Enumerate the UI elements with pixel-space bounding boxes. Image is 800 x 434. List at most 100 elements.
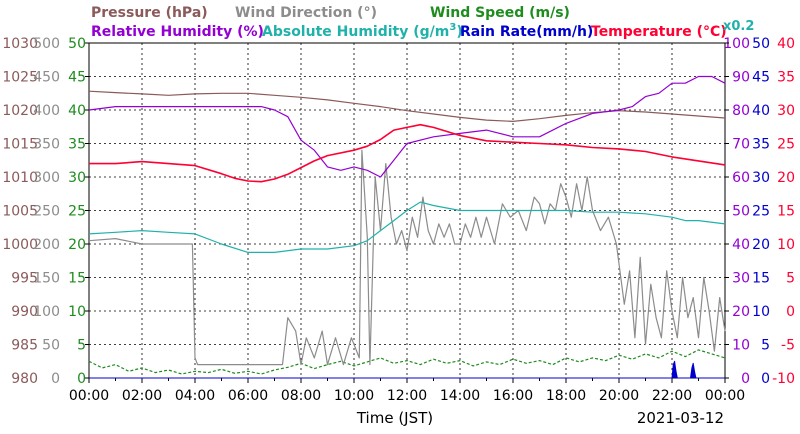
y-tick-label-rain: 25 <box>752 204 770 220</box>
y-tick-label-wind_dir: 350 <box>33 137 60 153</box>
y-tick-label-rain: 40 <box>752 103 770 119</box>
x-tick-label: 14:00 <box>440 388 480 404</box>
y-tick-label-wind_dir: 400 <box>33 103 60 119</box>
y-tick-label-humidity: 0 <box>741 371 750 387</box>
legend-row-1: Pressure (hPa) Wind Direction (°) Wind S… <box>91 5 570 21</box>
y-tick-label-pressure: 1010 <box>2 170 38 186</box>
y-tick-label-pressure: 1015 <box>2 137 38 153</box>
y-tick-label-wind_dir: 50 <box>42 338 60 354</box>
y-tick-label-rain: 45 <box>752 70 770 86</box>
y-tick-label-pressure: 1020 <box>2 103 38 119</box>
legend-relative-humidity: Relative Humidity (%) <box>91 24 264 40</box>
y-tick-label-rain: 0 <box>761 371 770 387</box>
x-tick-label: 00:00 <box>705 388 745 404</box>
y-tick-label-wind_dir: 500 <box>33 36 60 52</box>
y-tick-label-temperature: 35 <box>777 70 795 86</box>
series-line-pressure <box>88 90 726 122</box>
y-tick-label-humidity: 60 <box>732 170 750 186</box>
y-tick-label-temperature: 30 <box>777 103 795 119</box>
series-line-wind-dir <box>88 149 726 366</box>
y-tick-label-pressure: 1000 <box>2 237 38 253</box>
y-tick-label-wind_dir: 250 <box>33 204 60 220</box>
grid-lines <box>89 43 725 378</box>
y-tick-label-wind_dir: 100 <box>33 304 60 320</box>
legend-pressure: Pressure (hPa) <box>91 5 208 21</box>
y-tick-label-humidity: 90 <box>732 70 750 86</box>
y-tick-label-pressure: 1025 <box>2 70 38 86</box>
x-tick-label: 08:00 <box>281 388 321 404</box>
y-tick-label-temperature: 40 <box>777 36 795 52</box>
y-tick-label-pressure: 1030 <box>2 36 38 52</box>
y-tick-label-wind_speed: 10 <box>68 304 86 320</box>
series-layer <box>88 75 726 379</box>
date-label: 2021-03-12 <box>637 409 724 427</box>
y-tick-label-rain: 5 <box>761 338 770 354</box>
series-line-rain <box>89 360 725 379</box>
x-axis-label: Time (JST) <box>356 409 433 427</box>
x-tick-label: 10:00 <box>334 388 374 404</box>
y-tick-label-wind_speed: 20 <box>68 237 86 253</box>
series-line-abs-humidity <box>88 201 726 253</box>
y-tick-label-wind_speed: 5 <box>77 338 86 354</box>
x-tick-label: 12:00 <box>387 388 427 404</box>
y-axes: 1030102510201015101010051000995990985980… <box>2 36 795 387</box>
x-tick-label: 06:00 <box>228 388 268 404</box>
y-tick-label-humidity: 50 <box>732 204 750 220</box>
y-tick-label-humidity: 10 <box>732 338 750 354</box>
y-tick-label-wind_speed: 25 <box>68 204 86 220</box>
legend-absolute-humidity: Absolute Humidity (g/m3) <box>262 22 463 40</box>
legend-wind-speed: Wind Speed (m/s) <box>430 5 570 21</box>
y-tick-label-temperature: 10 <box>777 237 795 253</box>
y-tick-label-wind_speed: 35 <box>68 137 86 153</box>
x-axis: 00:00 02:00 04:00 06:00 08:00 10:00 12:00 14:00… <box>69 378 745 404</box>
legend-rain-rate: Rain Rate(mm/h) <box>460 24 593 40</box>
y-tick-label-temperature: -10 <box>772 371 795 387</box>
y-tick-label-wind_dir: 450 <box>33 70 60 86</box>
legend-temperature: Temperature (°C) <box>591 24 727 40</box>
y-tick-label-wind_speed: 30 <box>68 170 86 186</box>
x-tick-label: 18:00 <box>546 388 586 404</box>
y-tick-label-pressure: 990 <box>11 304 38 320</box>
y-tick-label-wind_speed: 40 <box>68 103 86 119</box>
y-tick-label-temperature: -5 <box>781 338 795 354</box>
y-tick-label-wind_dir: 300 <box>33 170 60 186</box>
x-tick-label: 00:00 <box>69 388 109 404</box>
y-tick-label-wind_speed: 50 <box>68 36 86 52</box>
y-tick-label-rain: 35 <box>752 137 770 153</box>
y-tick-label-pressure: 1005 <box>2 204 38 220</box>
y-tick-label-wind_speed: 0 <box>77 371 86 387</box>
y-tick-label-wind_speed: 15 <box>68 271 86 287</box>
legend-row-2: Relative Humidity (%) Absolute Humidity … <box>91 19 754 40</box>
y-tick-label-humidity: 40 <box>732 237 750 253</box>
y-tick-label-temperature: 20 <box>777 170 795 186</box>
y-tick-label-rain: 15 <box>752 271 770 287</box>
y-tick-label-humidity: 70 <box>732 137 750 153</box>
series-line-wind-speed <box>88 349 726 375</box>
x-tick-label: 16:00 <box>493 388 533 404</box>
y-tick-label-wind_dir: 200 <box>33 237 60 253</box>
legend-wind-direction: Wind Direction (°) <box>235 5 377 21</box>
y-tick-label-temperature: 25 <box>777 137 795 153</box>
y-tick-label-wind_speed: 45 <box>68 70 86 86</box>
y-tick-label-rain: 10 <box>752 304 770 320</box>
series-line-humidity <box>88 75 726 178</box>
x-tick-label: 02:00 <box>122 388 162 404</box>
y-tick-label-temperature: 0 <box>786 304 795 320</box>
y-tick-label-pressure: 995 <box>11 271 38 287</box>
y-tick-label-humidity: 20 <box>732 304 750 320</box>
y-tick-label-temperature: 5 <box>786 271 795 287</box>
y-tick-label-wind_dir: 150 <box>33 271 60 287</box>
y-tick-label-pressure: 985 <box>11 338 38 354</box>
y-tick-label-pressure: 980 <box>11 371 38 387</box>
series-line-temperature <box>89 123 726 183</box>
y-tick-label-humidity: 100 <box>723 36 750 52</box>
y-tick-label-rain: 30 <box>752 170 770 186</box>
y-tick-label-rain: 20 <box>752 237 770 253</box>
y-tick-label-humidity: 80 <box>732 103 750 119</box>
y-tick-label-humidity: 30 <box>732 271 750 287</box>
legend-abs-humidity-multiplier: x0.2 <box>723 19 754 34</box>
y-tick-label-wind_dir: 0 <box>51 371 60 387</box>
x-tick-label: 04:00 <box>175 388 215 404</box>
x-tick-label: 22:00 <box>652 388 692 404</box>
